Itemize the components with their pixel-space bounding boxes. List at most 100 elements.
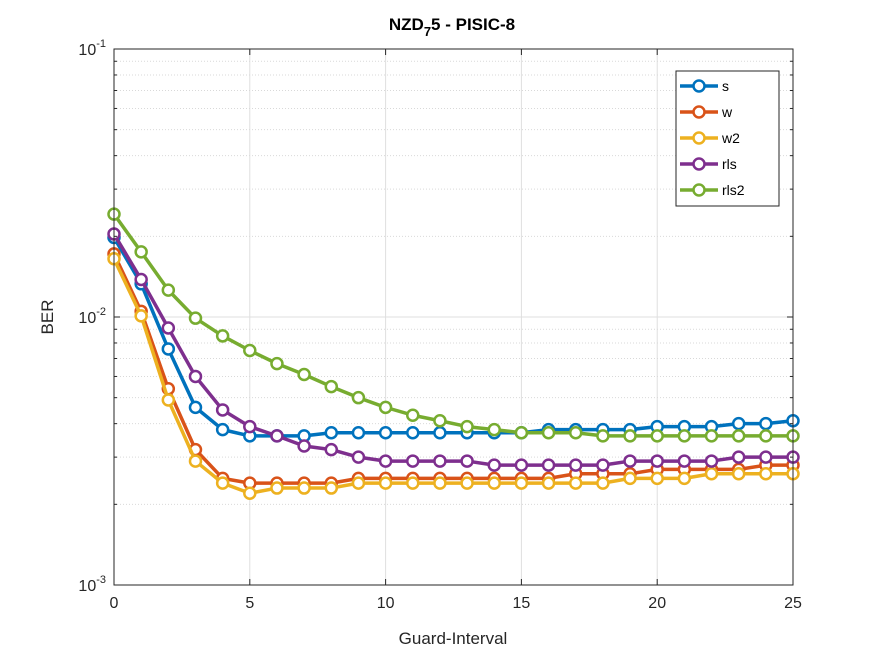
data-point-s (161, 342, 176, 356)
data-point-rls2 (704, 429, 719, 443)
data-point-rls2 (406, 408, 420, 422)
data-point-w2 (297, 481, 311, 495)
data-point-rls (297, 439, 311, 453)
data-point-w2 (215, 476, 230, 490)
data-point-rls (704, 454, 719, 468)
chart-title: NZD75 - PISIC-8 (389, 15, 515, 39)
data-point-w2 (731, 467, 746, 481)
legend-label-rls: rls (722, 156, 737, 172)
legend: sw w2 rls rls2 (675, 70, 780, 207)
data-point-rls2 (596, 429, 610, 443)
data-point-rls (650, 454, 664, 468)
data-point-rls (568, 458, 583, 472)
data-point-rls2 (215, 329, 230, 343)
data-point-w2 (541, 476, 556, 490)
data-point-rls2 (351, 390, 366, 405)
data-point-w2 (433, 476, 447, 490)
legend-label-w: w (721, 104, 733, 120)
data-point-w2 (623, 471, 637, 486)
data-point-w2 (378, 476, 393, 490)
data-point-rls2 (134, 245, 148, 259)
legend-marker-rls (692, 157, 706, 171)
data-point-w2 (487, 476, 501, 490)
y-axis-label: BER (38, 300, 57, 335)
legend-marker-w2 (692, 131, 706, 145)
y-tick-label: 10-2 (78, 306, 106, 327)
x-tick-label: 15 (513, 595, 531, 612)
data-point-s (433, 425, 447, 440)
data-point-w2 (351, 476, 366, 490)
data-point-s (188, 400, 203, 415)
data-point-rls2 (731, 429, 746, 443)
data-point-rls (623, 454, 637, 468)
chart-title-main: NZD (389, 15, 424, 34)
data-point-rls (759, 450, 773, 464)
data-point-rls2 (623, 429, 637, 443)
data-point-w2 (650, 471, 664, 486)
data-point-rls (134, 272, 148, 287)
data-point-rls2 (650, 429, 664, 443)
data-point-rls (677, 454, 692, 468)
data-point-w2 (161, 393, 176, 407)
data-point-w2 (134, 309, 148, 323)
data-point-rls (270, 429, 284, 443)
data-point-s (351, 425, 366, 440)
data-point-rls2 (568, 425, 583, 440)
data-point-rls (596, 458, 610, 472)
legend-label-s: s (722, 78, 729, 94)
data-point-rls2 (759, 429, 773, 443)
data-point-w2 (188, 454, 203, 468)
data-point-s (215, 422, 230, 437)
legend-marker-s (692, 79, 706, 93)
data-point-rls2 (270, 356, 284, 371)
chart-title-subscript: 7 (424, 24, 431, 39)
data-point-rls (514, 458, 529, 472)
tick-marks (113, 48, 794, 586)
data-point-rls2 (243, 343, 257, 358)
data-point-rls (541, 458, 556, 472)
data-point-rls (487, 458, 501, 472)
data-point-rls2 (541, 425, 556, 440)
series-group (107, 207, 800, 500)
x-tick-label: 5 (245, 595, 254, 612)
data-point-w2 (270, 481, 284, 495)
data-point-rls (378, 454, 393, 468)
data-point-s (731, 416, 746, 431)
data-point-rls2 (460, 419, 474, 434)
data-point-w2 (704, 467, 719, 481)
data-point-rls (161, 321, 176, 335)
chart-title-rest: 5 - PISIC-8 (431, 15, 515, 34)
data-point-rls (351, 450, 366, 464)
data-point-s (406, 425, 420, 440)
x-tick-label: 25 (784, 595, 802, 612)
data-point-rls2 (324, 379, 339, 394)
x-tick-label: 10 (377, 595, 395, 612)
data-point-w2 (677, 471, 692, 486)
data-point-rls2 (161, 283, 176, 297)
data-point-w2 (759, 467, 773, 481)
legend-label-rls2: rls2 (722, 182, 745, 198)
legend-marker-rls2 (692, 183, 706, 197)
data-point-s (759, 416, 773, 431)
data-point-s (324, 425, 339, 440)
data-point-rls2 (433, 414, 447, 428)
data-point-rls (188, 369, 203, 384)
legend-label-w2: w2 (721, 130, 740, 146)
data-point-s (378, 425, 393, 440)
data-point-w2 (324, 481, 339, 495)
data-point-rls2 (188, 311, 203, 325)
data-point-rls (406, 454, 420, 468)
data-point-w2 (460, 476, 474, 490)
data-point-rls (324, 442, 339, 457)
x-axis-label: Guard-Interval (399, 629, 508, 648)
data-point-w2 (596, 476, 610, 490)
data-point-rls (731, 450, 746, 464)
y-tick-label: 10-1 (78, 38, 106, 59)
data-point-rls2 (514, 425, 529, 440)
data-point-rls (433, 454, 447, 468)
data-point-rls2 (378, 400, 393, 415)
data-point-rls (215, 403, 230, 417)
x-tick-label: 0 (110, 595, 119, 612)
data-point-rls2 (677, 429, 692, 443)
